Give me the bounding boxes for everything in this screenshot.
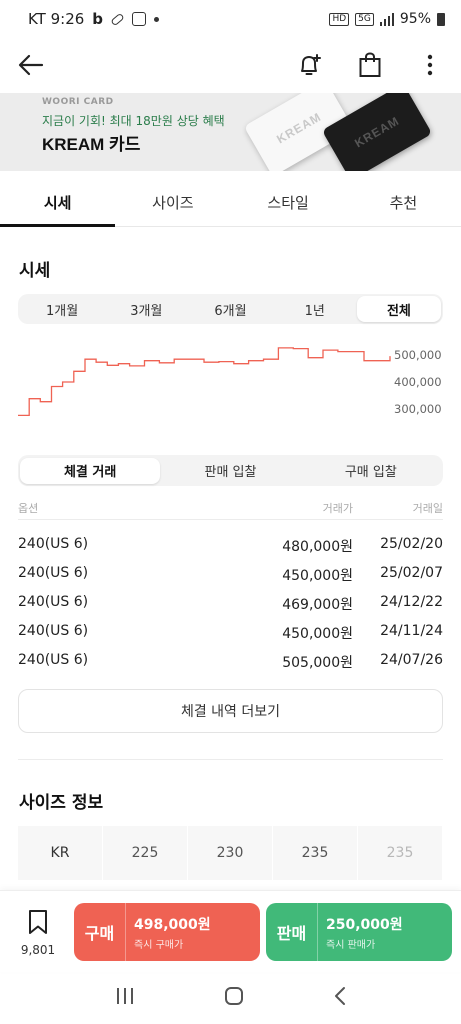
shopping-bag-icon	[359, 52, 381, 77]
network-5g-icon: 5G	[355, 12, 374, 26]
carrier-time: KT 9:26	[28, 10, 85, 28]
row-price: 450,000원	[282, 568, 353, 584]
trade-history-more-button[interactable]: 체결 내역 더보기	[18, 689, 443, 733]
more-vertical-icon	[427, 54, 433, 76]
more-menu-button[interactable]	[413, 48, 447, 82]
size-cell: 230	[188, 826, 273, 880]
battery-percent: 95%	[399, 11, 431, 27]
back-button[interactable]	[14, 48, 48, 82]
gallery-icon	[132, 12, 147, 26]
row-price: 505,000원	[282, 655, 353, 671]
row-date: 25/02/07	[380, 565, 443, 581]
size-cell: 235	[358, 826, 443, 880]
kream-card-banner[interactable]: WOORI CARD 지금이 기회! 최대 18만원 상당 혜택 KREAM 카…	[0, 93, 461, 171]
sell-sub: 즉시 판매가	[326, 939, 376, 951]
header-price: 거래가	[322, 502, 353, 515]
table-row: 240(US 6) 505,000원 24/07/26	[18, 652, 443, 681]
tab-recommend[interactable]: 추천	[389, 194, 418, 212]
trade-tab-completed[interactable]: 체결 거래	[20, 457, 161, 484]
table-row: 240(US 6) 450,000원 25/02/07	[18, 565, 443, 594]
price-series-line	[18, 347, 391, 417]
banner-brand: WOORI CARD	[42, 97, 114, 107]
pill-icon	[110, 12, 125, 26]
tab-price[interactable]: 시세	[0, 179, 116, 227]
table-row: 240(US 6) 480,000원 25/02/20	[18, 536, 443, 565]
price-section-title: 시세	[19, 261, 51, 281]
period-all[interactable]: 전체	[356, 296, 442, 322]
back-arrow-icon	[18, 54, 44, 76]
chart-y-tick: 300,000	[394, 402, 442, 416]
size-cell: 235	[273, 826, 358, 880]
more-notifications-icon	[154, 16, 160, 22]
product-tabs: 시세 사이즈 스타일 추천	[0, 179, 461, 227]
row-option: 240(US 6)	[18, 623, 89, 639]
sell-label: 판매	[266, 903, 318, 961]
app-bar	[0, 38, 461, 92]
system-back-button[interactable]	[333, 986, 347, 1010]
period-6m[interactable]: 6개월	[214, 303, 247, 319]
home-icon	[224, 987, 243, 1005]
buy-sub: 즉시 구매가	[134, 939, 184, 951]
system-nav-bar	[0, 972, 461, 1024]
notification-b-icon: b	[92, 10, 104, 28]
size-cell-kr: KR	[18, 826, 103, 880]
chart-y-tick: 500,000	[394, 348, 442, 362]
header-date: 거래일	[412, 502, 443, 515]
wishlist-count: 9,801	[20, 943, 56, 957]
row-option: 240(US 6)	[18, 565, 89, 581]
trade-type-selector: 체결 거래 판매 입찰 구매 입찰	[18, 455, 443, 486]
home-button[interactable]	[224, 986, 244, 1010]
banner-promo: 지금이 기회! 최대 18만원 상당 혜택	[42, 114, 225, 128]
bell-plus-icon	[301, 54, 321, 75]
size-cell: 225	[103, 826, 188, 880]
bookmark-icon	[29, 910, 47, 934]
hd-voice-icon: HD	[329, 12, 350, 26]
row-option: 240(US 6)	[18, 652, 89, 668]
sell-button[interactable]: 판매 250,000원 즉시 판매가	[266, 903, 452, 961]
buy-price: 498,000원	[134, 916, 211, 933]
row-date: 24/07/26	[380, 652, 443, 668]
system-back-icon	[334, 987, 345, 1005]
row-option: 240(US 6)	[18, 536, 89, 552]
period-1y[interactable]: 1년	[304, 303, 325, 319]
buy-button[interactable]: 구매 498,000원 즉시 구매가	[74, 903, 260, 961]
tab-size[interactable]: 사이즈	[152, 194, 194, 212]
price-chart: 500,000 400,000 300,000	[18, 347, 442, 417]
row-option: 240(US 6)	[18, 594, 89, 610]
buy-label: 구매	[74, 903, 126, 961]
row-date: 24/12/22	[380, 594, 443, 610]
tab-style[interactable]: 스타일	[267, 194, 309, 212]
period-1m[interactable]: 1개월	[46, 303, 79, 319]
recent-apps-button[interactable]	[115, 987, 135, 1009]
table-row: 240(US 6) 469,000원 24/12/22	[18, 594, 443, 623]
size-info-title: 사이즈 정보	[19, 793, 104, 813]
chart-y-tick: 400,000	[394, 375, 442, 389]
period-3m[interactable]: 3개월	[130, 303, 163, 319]
trade-tab-sell-bids[interactable]: 판매 입찰	[204, 465, 257, 480]
table-row: 240(US 6) 450,000원 24/11/24	[18, 623, 443, 652]
row-date: 25/02/20	[380, 536, 443, 552]
sell-price: 250,000원	[326, 916, 403, 933]
wishlist-button[interactable]: 9,801	[14, 909, 62, 957]
section-divider	[18, 759, 443, 760]
trade-table-header: 옵션 거래가 거래일	[18, 500, 443, 520]
row-price: 450,000원	[282, 626, 353, 642]
shopping-bag-button[interactable]	[353, 48, 387, 82]
row-date: 24/11/24	[380, 623, 443, 639]
period-selector: 1개월 3개월 6개월 1년 전체	[18, 294, 443, 324]
signal-icon	[379, 12, 394, 26]
recent-apps-icon	[116, 988, 133, 1004]
bottom-action-bar: 9,801 구매 498,000원 즉시 구매가 판매 250,000원 즉시 …	[0, 890, 461, 972]
notification-add-button[interactable]	[293, 48, 327, 82]
banner-title: KREAM 카드	[42, 135, 141, 154]
size-info-table: KR 225 230 235 235	[18, 826, 443, 880]
row-price: 480,000원	[282, 539, 353, 555]
battery-icon	[437, 12, 445, 26]
status-bar: KT 9:26 b HD 5G 95%	[0, 0, 461, 38]
header-option: 옵션	[18, 502, 39, 515]
trade-tab-buy-bids[interactable]: 구매 입찰	[344, 465, 397, 480]
row-price: 469,000원	[282, 597, 353, 613]
